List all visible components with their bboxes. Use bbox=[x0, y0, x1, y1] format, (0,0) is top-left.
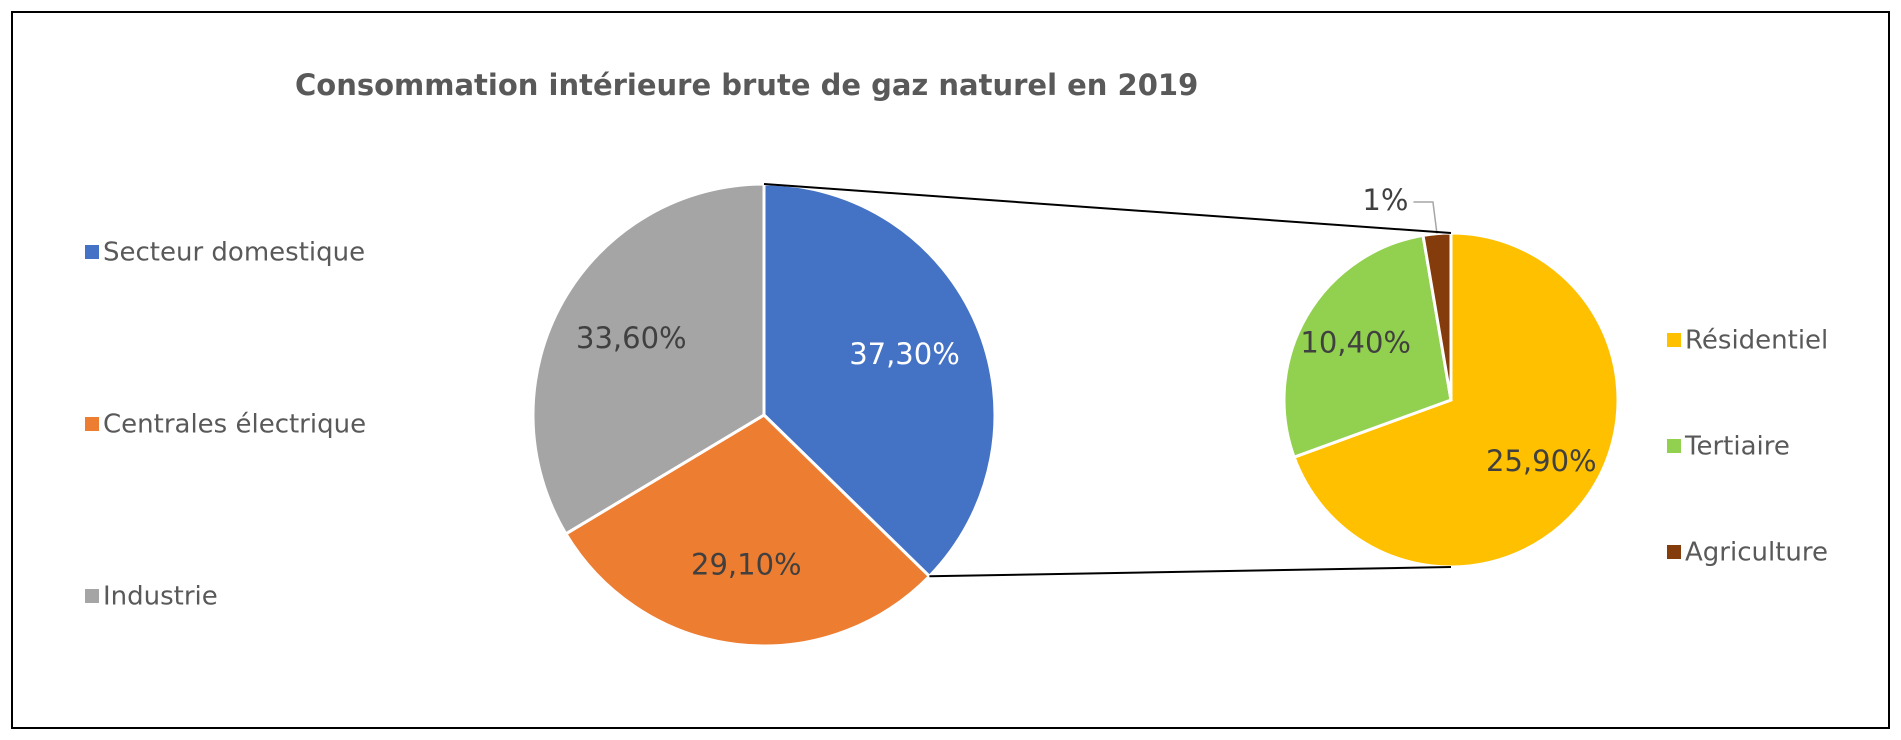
legend-swatch bbox=[85, 417, 99, 431]
data-label: 25,90% bbox=[1486, 444, 1597, 478]
pie-slice bbox=[1292, 231, 1620, 569]
leader-line bbox=[1413, 201, 1438, 234]
chart-title: Consommation intérieure brute de gaz nat… bbox=[295, 68, 1198, 102]
legend-label: Secteur domestique bbox=[103, 238, 365, 268]
pie-slice bbox=[1282, 233, 1453, 460]
legend-swatch bbox=[1667, 545, 1681, 559]
data-label: 37,30% bbox=[849, 337, 960, 371]
legend-label: Industrie bbox=[103, 582, 218, 612]
connector-line bbox=[763, 183, 1452, 234]
pie-slice bbox=[762, 182, 997, 579]
legend-swatch bbox=[85, 589, 99, 603]
legend-swatch bbox=[1667, 333, 1681, 347]
legend-label: Tertiaire bbox=[1684, 432, 1790, 462]
data-label: 10,40% bbox=[1300, 326, 1411, 360]
legend-swatch bbox=[85, 245, 99, 259]
data-label: 29,10% bbox=[691, 547, 802, 581]
connector-line bbox=[929, 566, 1452, 578]
legend-label: Centrales électrique bbox=[103, 410, 366, 440]
legend-swatch bbox=[1667, 439, 1681, 453]
data-label: 1% bbox=[1362, 183, 1408, 217]
data-label: 33,60% bbox=[576, 321, 687, 355]
pie-slice bbox=[531, 182, 766, 536]
legend-label: Résidentiel bbox=[1685, 326, 1828, 356]
legend-label: Agriculture bbox=[1685, 538, 1828, 568]
pie-slice bbox=[563, 413, 932, 648]
